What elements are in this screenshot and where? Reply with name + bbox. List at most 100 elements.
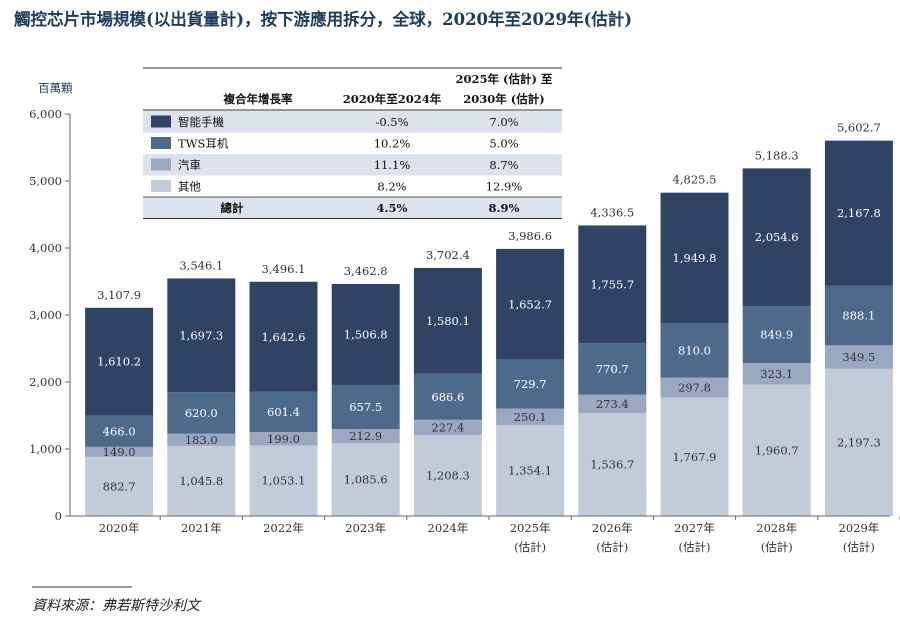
data-label: 601.4 <box>267 405 300 419</box>
legend-cagr1: 8.2% <box>377 180 406 194</box>
x-tick-sublabel: (估計) <box>679 540 711 554</box>
bar-segment <box>167 445 236 516</box>
data-label: 1,610.2 <box>97 355 141 369</box>
x-tick-label: 2027年 <box>674 521 715 535</box>
legend-header-cagr: 複合年增長率 <box>223 92 293 106</box>
bar-segment <box>331 429 400 444</box>
legend-series-name: 其他 <box>178 180 201 194</box>
x-tick-label: 2028年 <box>756 521 797 535</box>
data-label: 183.0 <box>185 433 218 447</box>
bar-segment <box>331 283 400 385</box>
data-label: 2,054.6 <box>755 230 799 244</box>
bar-segment <box>578 394 647 414</box>
data-label: 620.0 <box>185 406 218 420</box>
bar-segment <box>496 408 565 426</box>
bar-segment <box>167 433 236 446</box>
data-label: 729.7 <box>514 377 547 391</box>
bar-segment <box>331 443 400 516</box>
data-label: 1,045.8 <box>179 474 223 488</box>
y-tick-label: 6,000 <box>29 107 62 121</box>
x-axis: 2020年 2021年 2022年 2023年 2024年 2025年 (估計) 2026年 (… <box>70 515 900 554</box>
legend-total-cagr1: 4.5% <box>377 201 408 215</box>
legend-cagr2: 12.9% <box>486 180 523 194</box>
total-label: 3,702.4 <box>426 248 470 262</box>
bar-segment <box>660 323 729 378</box>
bar-segment <box>824 368 893 516</box>
total-label: 5,188.3 <box>755 148 799 162</box>
legend-total-name: 總計 <box>221 201 244 215</box>
y-tick-label: 1,000 <box>29 442 62 456</box>
legend-cagr1: 10.2% <box>374 137 411 151</box>
legend-table: 複合年增長率 2020年至2024年 2025年 (估計) 至 2030年 (估計) 智… <box>143 58 562 219</box>
data-label: 1,960.7 <box>755 443 799 457</box>
data-label: 1,536.7 <box>590 458 634 472</box>
data-label: 273.4 <box>596 397 629 411</box>
data-label: 323.1 <box>760 367 793 381</box>
source-note: 資料來源：弗若斯特沙利文 <box>32 598 202 614</box>
total-label: 3,462.8 <box>344 264 388 278</box>
x-tick-sublabel: (估計) <box>761 540 793 554</box>
bar-segment <box>496 425 565 516</box>
x-tick-label: 2025年 <box>510 521 551 535</box>
legend-series-name: 汽車 <box>178 158 201 172</box>
bar-segment <box>660 192 729 324</box>
bar-segment <box>578 225 647 344</box>
bar-segment <box>496 248 565 360</box>
bar-segment <box>660 377 729 398</box>
total-label: 3,986.6 <box>508 229 552 243</box>
total-label: 3,546.1 <box>179 258 223 272</box>
chart-title: 觸控芯片市場規模(以出貨量計)，按下游應用拆分，全球，2020年至2029年(估… <box>14 9 632 29</box>
y-tick-label: 5,000 <box>29 174 62 188</box>
legend-row-band <box>143 111 562 133</box>
y-tick-label: 4,000 <box>29 241 62 255</box>
legend-total-band <box>143 197 562 219</box>
data-label: 2,197.3 <box>837 435 881 449</box>
x-tick-sublabel: (估計) <box>843 540 875 554</box>
legend-cagr1: -0.5% <box>375 115 408 129</box>
bar-segment <box>331 384 400 430</box>
bar-segment <box>413 419 482 436</box>
legend-cagr2: 5.0% <box>489 137 518 151</box>
bar-segment <box>249 445 318 516</box>
total-label: 4,336.5 <box>590 205 634 219</box>
data-label: 882.7 <box>103 479 136 493</box>
data-label: 770.7 <box>596 362 629 376</box>
x-tick-label: 2026年 <box>592 521 633 535</box>
legend-swatch <box>151 115 171 128</box>
total-label: 5,602.7 <box>837 121 881 135</box>
x-tick-label: 2021年 <box>181 521 222 535</box>
bar-segment <box>413 435 482 516</box>
bar-segment <box>85 415 154 447</box>
bars: 882.7 149.0 466.0 1,610.2 3,107.9 1,045.8 183.… <box>85 121 893 516</box>
bar-segment <box>85 446 154 457</box>
data-label: 149.0 <box>103 445 136 459</box>
bar-segment <box>85 456 154 516</box>
bar-segment <box>167 278 236 393</box>
data-label: 1,652.7 <box>508 297 552 311</box>
x-tick-label: 2020年 <box>99 521 140 535</box>
total-label: 3,107.9 <box>97 288 141 302</box>
bar-segment <box>742 362 811 385</box>
bar-segment <box>413 373 482 420</box>
bar-segment <box>413 267 482 374</box>
y-tick-label: 0 <box>55 509 62 523</box>
bar-segment <box>824 345 893 369</box>
bar-segment <box>824 285 893 346</box>
data-label: 1,767.9 <box>673 450 717 464</box>
x-tick-label: 2024年 <box>428 521 469 535</box>
data-label: 466.0 <box>103 424 136 438</box>
legend-series-name: TWS耳机 <box>178 137 229 151</box>
x-tick-sublabel: (估計) <box>596 540 628 554</box>
data-label: 2,167.8 <box>837 206 881 220</box>
y-axis-unit: 百萬顆 <box>38 81 73 95</box>
data-label: 349.5 <box>842 350 875 364</box>
data-label: 227.4 <box>431 420 464 434</box>
data-label: 1,642.6 <box>262 330 306 344</box>
data-label: 1,697.3 <box>179 328 223 342</box>
legend-total-cagr2: 8.9% <box>489 201 520 215</box>
x-tick-sublabel: (估計) <box>514 540 546 554</box>
bar-segment <box>742 384 811 516</box>
bar-segment <box>249 281 318 392</box>
bar-segment <box>660 397 729 516</box>
